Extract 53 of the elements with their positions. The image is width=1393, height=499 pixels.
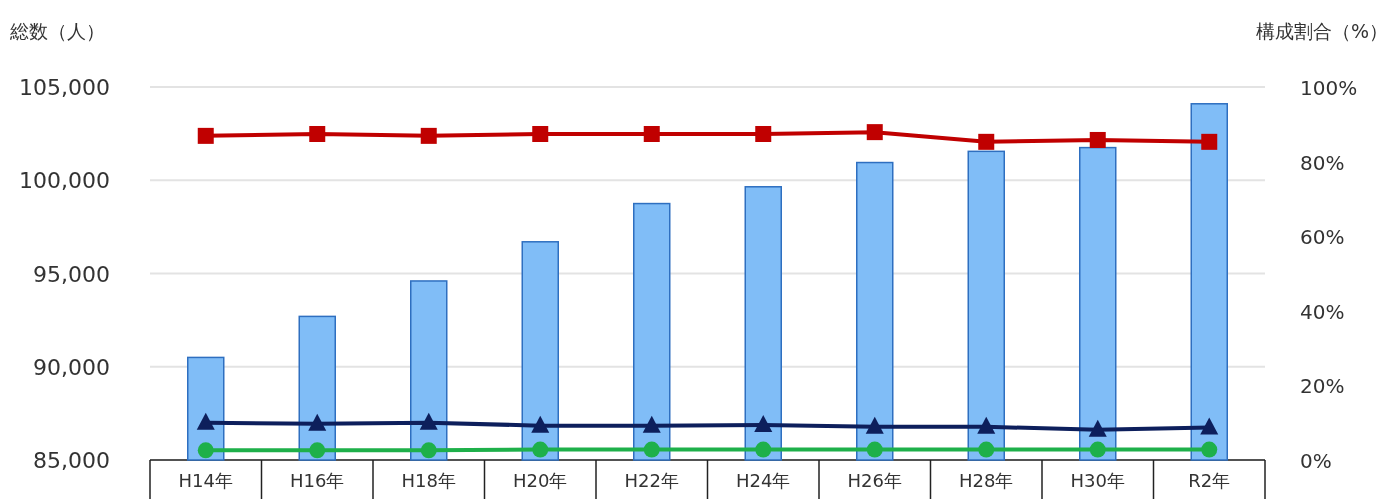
x-tick-label: R2年 (1188, 470, 1231, 491)
x-tick-label: H18年 (401, 470, 456, 491)
y2-tick-label: 20% (1300, 374, 1345, 399)
x-tick-label: H30年 (1070, 470, 1125, 491)
point (419, 412, 438, 430)
point (866, 124, 883, 141)
point (531, 415, 550, 433)
point (420, 442, 437, 459)
y-tick-label: 105,000 (19, 75, 110, 100)
point (866, 441, 883, 458)
point (309, 126, 326, 142)
point (643, 126, 660, 142)
x-tick-label: H22年 (624, 470, 679, 491)
x-tick-label: H26年 (847, 470, 902, 491)
point (1201, 133, 1218, 150)
point (197, 442, 214, 459)
y-tick-label: 85,000 (33, 448, 110, 473)
point (532, 126, 549, 142)
x-tick-label: H28年 (959, 470, 1014, 491)
point (755, 441, 772, 458)
point (1201, 441, 1218, 458)
x-tick-label: H14年 (178, 470, 233, 491)
point (865, 416, 884, 434)
x-tick-label: H16年 (290, 470, 345, 491)
point (978, 133, 995, 150)
point (532, 441, 549, 458)
point (1200, 417, 1219, 435)
x-tick-label: H24年 (736, 470, 791, 491)
point (1088, 419, 1107, 437)
point (977, 416, 996, 434)
y2-tick-label: 60% (1300, 225, 1345, 250)
point (1089, 441, 1106, 458)
point (755, 126, 772, 142)
y2-tick-label: 100% (1300, 76, 1358, 100)
y-axis-title: 総数（人） (9, 20, 105, 42)
point (308, 413, 327, 431)
y-tick-label: 95,000 (33, 261, 110, 287)
x-tick-label: H20年 (513, 470, 568, 491)
y2-tick-label: 0% (1300, 449, 1332, 473)
point (642, 415, 661, 433)
point (643, 441, 660, 458)
point (1089, 131, 1106, 148)
y2-tick-label: 40% (1300, 299, 1345, 324)
point (309, 442, 326, 459)
y2-axis-title: 構成割合（%） (1255, 20, 1388, 42)
point (196, 412, 215, 430)
point (978, 441, 995, 458)
y-tick-label: 100,000 (19, 168, 110, 194)
y-tick-label: 90,000 (33, 354, 110, 380)
point (754, 414, 773, 432)
point (420, 127, 437, 144)
y2-tick-label: 80% (1300, 150, 1345, 175)
point (197, 127, 214, 144)
